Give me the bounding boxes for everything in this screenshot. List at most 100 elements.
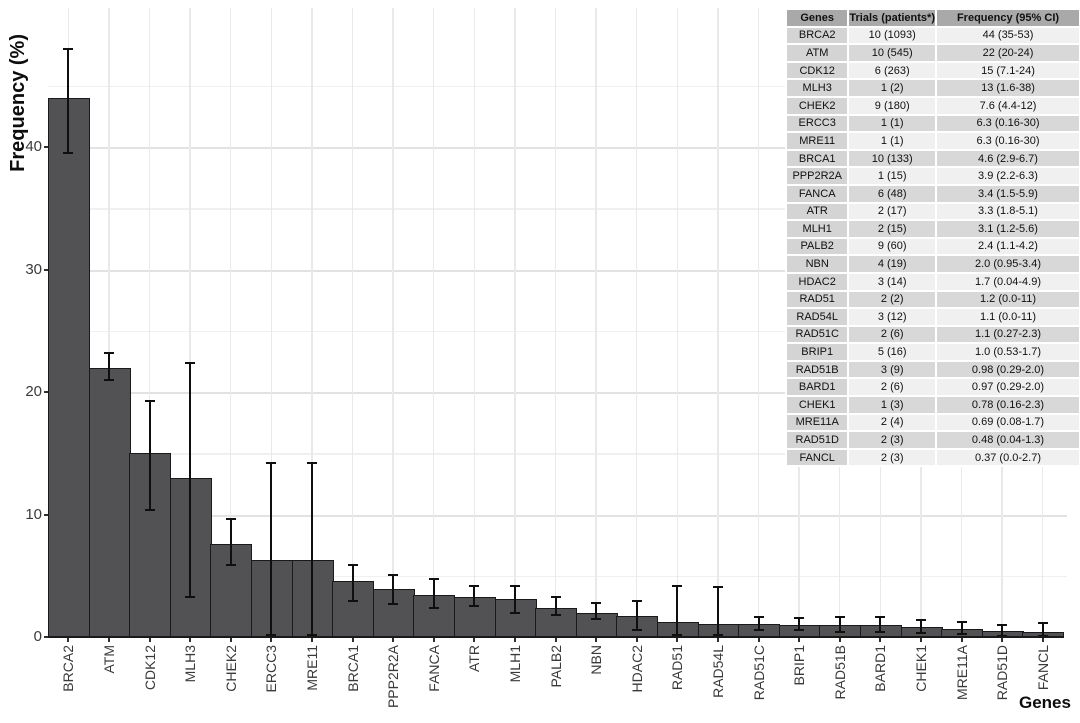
vertical-gridline	[757, 8, 760, 637]
error-bar-cap-bottom	[63, 152, 74, 155]
frequency-cell: 3.9 (2.2-6.3)	[937, 168, 1079, 184]
minor-gridline	[48, 85, 1067, 88]
x-tick-label: RAD51B	[831, 645, 848, 700]
trials-cell: 3 (14)	[849, 273, 935, 290]
trials-cell: 2 (3)	[849, 432, 935, 448]
x-tick-mark	[270, 637, 273, 642]
frequency-cell: 0.78 (0.16-2.3)	[937, 397, 1079, 413]
trials-cell: 2 (15)	[849, 221, 935, 237]
y-tick-label: 0	[33, 628, 42, 645]
trials-cell: 1 (15)	[849, 168, 935, 184]
x-tick-label: BRIP1	[791, 645, 808, 686]
error-bar-line	[432, 579, 435, 608]
trials-cell: 5 (16)	[849, 344, 935, 360]
error-bar-cap-top	[347, 563, 358, 566]
x-tick-mark	[310, 637, 313, 642]
error-bar-cap-top	[469, 584, 480, 587]
vertical-gridline	[108, 8, 110, 637]
trials-cell: 10 (133)	[849, 150, 935, 167]
column-header: Trials (patients*)	[849, 10, 935, 26]
error-bar-cap-bottom	[631, 629, 642, 632]
trials-cell: 3 (12)	[849, 309, 935, 325]
frequency-cell: 6.3 (0.16-30)	[937, 133, 1079, 149]
error-bar-line	[838, 617, 841, 633]
x-tick-mark	[67, 637, 70, 642]
x-tick-label: ATR	[466, 645, 483, 672]
frequency-cell: 0.48 (0.04-1.3)	[937, 432, 1079, 448]
trials-cell: 10 (1093)	[849, 27, 935, 44]
error-bar-line	[473, 585, 476, 607]
gene-cell: FANCA	[787, 185, 848, 202]
table-row: MLH1 2 (15) 3.1 (1.2-5.6)	[787, 221, 1079, 237]
error-bar-line	[716, 586, 719, 636]
x-tick-mark	[351, 637, 354, 642]
error-bar-cap-bottom	[672, 634, 683, 637]
trials-cell: 2 (17)	[849, 203, 935, 220]
table-row: RAD54L 3 (12) 1.1 (0.0-11)	[787, 309, 1079, 325]
error-bar-cap-bottom	[915, 632, 926, 635]
major-gridline	[48, 514, 1067, 517]
error-bar-cap-top	[509, 584, 520, 587]
trials-cell: 1 (1)	[849, 115, 935, 132]
x-tick-label: MLH3	[182, 645, 199, 683]
x-tick-label: CHEK1	[912, 645, 929, 692]
x-tick-label: RAD54L	[709, 645, 726, 698]
gene-cell: MRE11	[787, 133, 848, 149]
table-row: MLH3 1 (2) 13 (1.6-38)	[787, 80, 1079, 96]
error-bar-cap-bottom	[185, 595, 196, 598]
vertical-gridline	[473, 8, 476, 637]
x-tick-label: NBN	[588, 645, 605, 675]
trials-cell: 2 (2)	[849, 291, 935, 308]
error-bar-cap-bottom	[712, 634, 723, 637]
x-tick-mark	[798, 637, 801, 642]
error-bar-cap-top	[306, 462, 317, 465]
error-bar-line	[189, 362, 192, 597]
x-axis-line	[47, 635, 1064, 638]
error-bar-cap-bottom	[266, 634, 277, 637]
bar-brca2	[48, 98, 91, 637]
frequency-cell: 22 (20-24)	[937, 45, 1079, 61]
error-bar-cap-top	[753, 615, 764, 618]
y-tick-mark	[44, 268, 48, 271]
error-bar-cap-top	[997, 623, 1008, 626]
table-row: ATM 10 (545) 22 (20-24)	[787, 45, 1079, 61]
error-bar-line	[392, 574, 395, 604]
error-bar-cap-top	[550, 595, 561, 598]
x-tick-label: MRE11	[303, 645, 320, 691]
trials-cell: 2 (6)	[849, 379, 935, 396]
error-bar-cap-top	[185, 361, 196, 364]
major-gridline	[48, 392, 1067, 394]
table-row: MRE11 1 (1) 6.3 (0.16-30)	[787, 133, 1079, 149]
column-header: Genes	[787, 10, 848, 26]
x-tick-mark	[473, 637, 476, 642]
trials-cell: 9 (60)	[849, 238, 935, 255]
y-tick-label: 20	[25, 383, 42, 400]
error-bar-line	[513, 585, 516, 613]
frequency-cell: 0.98 (0.29-2.0)	[937, 361, 1079, 378]
error-bar-cap-top	[1037, 621, 1048, 624]
x-tick-label: ATM	[100, 645, 117, 674]
error-bar-line	[229, 519, 232, 565]
x-tick-label: MLH1	[506, 645, 523, 683]
error-bar-line	[351, 564, 354, 602]
y-tick-mark	[44, 636, 48, 638]
table-header-row: Genes Trials (patients*) Frequency (95% CI…	[787, 10, 1079, 26]
table-row: PPP2R2A 1 (15) 3.9 (2.2-6.3)	[787, 168, 1079, 184]
gene-cell: BRIP1	[787, 344, 848, 360]
major-gridline	[48, 269, 1067, 272]
table-row: RAD51D 2 (3) 0.48 (0.04-1.3)	[787, 432, 1079, 448]
frequency-cell: 7.6 (4.4-12)	[937, 97, 1079, 114]
error-bar-cap-bottom	[103, 378, 114, 381]
error-bar-cap-bottom	[388, 602, 399, 605]
trials-cell: 10 (545)	[849, 45, 935, 61]
frequency-cell: 0.97 (0.29-2.0)	[937, 379, 1079, 396]
x-tick-label: BRCA2	[60, 645, 77, 692]
error-bar-cap-top	[63, 48, 74, 50]
gene-cell: ATM	[787, 45, 848, 61]
y-tick-mark	[44, 391, 48, 393]
table-row: RAD51B 3 (9) 0.98 (0.29-2.0)	[787, 361, 1079, 378]
table-row: CHEK1 1 (3) 0.78 (0.16-2.3)	[787, 397, 1079, 413]
error-bar-cap-bottom	[225, 563, 236, 566]
error-bar-line	[554, 596, 557, 615]
gene-cell: RAD51B	[787, 361, 848, 378]
